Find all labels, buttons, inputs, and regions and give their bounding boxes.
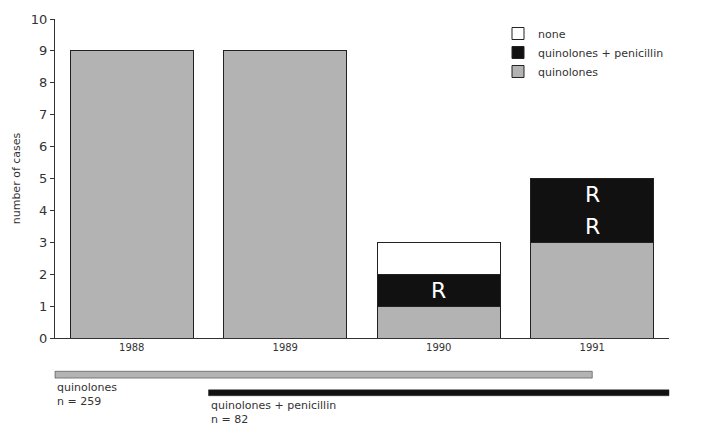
svg-text:R: R [585,214,600,239]
svg-text:quinolones: quinolones [538,66,598,79]
svg-text:7: 7 [39,107,47,122]
svg-text:1991: 1991 [580,342,605,353]
svg-text:8: 8 [39,75,47,90]
svg-text:2: 2 [39,267,47,282]
svg-text:quinolonesn = 259: quinolonesn = 259 [57,381,117,408]
svg-text:quinolones + penicillinn = 82: quinolones + penicillinn = 82 [211,399,336,426]
svg-text:0: 0 [39,331,47,346]
svg-text:9: 9 [39,43,47,58]
svg-text:10: 10 [31,12,48,27]
svg-text:5: 5 [39,171,47,186]
svg-text:6: 6 [39,139,47,154]
svg-text:1990: 1990 [426,342,451,353]
svg-text:1988: 1988 [119,342,144,353]
svg-text:R: R [431,278,446,303]
svg-text:none: none [538,28,566,41]
svg-text:quinolones + penicillin: quinolones + penicillin [538,47,663,60]
svg-text:1: 1 [39,299,47,314]
svg-text:number of cases: number of cases [10,132,23,224]
svg-text:3: 3 [39,235,47,250]
svg-text:1989: 1989 [273,342,298,353]
svg-text:R: R [585,182,600,207]
svg-text:4: 4 [39,203,47,218]
